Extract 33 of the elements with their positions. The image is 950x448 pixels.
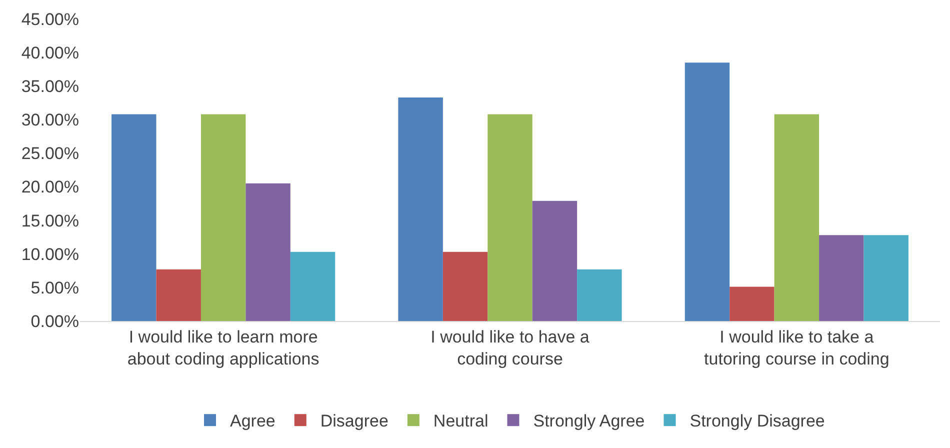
legend-label: Agree <box>230 412 276 431</box>
bar <box>577 269 622 321</box>
x-tick-label: I would like to have a coding course <box>430 327 590 368</box>
bar <box>398 98 443 321</box>
x-tick-label: I would like to take a tutoring course in coding <box>704 327 890 368</box>
bar <box>774 114 820 321</box>
bar <box>442 252 488 321</box>
x-tick-label: I would like to learn more about coding applications <box>127 327 320 368</box>
bar <box>246 183 290 321</box>
y-tick-label: 25.00% <box>21 144 79 164</box>
y-tick-label: 15.00% <box>21 211 79 230</box>
bar <box>864 235 908 321</box>
y-tick-label: 10.00% <box>21 244 79 264</box>
legend-label: Strongly Agree <box>533 412 645 431</box>
bar <box>290 252 336 321</box>
y-tick-label: 45.00% <box>21 10 79 29</box>
bar <box>684 62 730 321</box>
y-tick-label: 35.00% <box>21 77 79 96</box>
legend-label: Strongly Disagree <box>690 412 825 431</box>
bar <box>112 114 156 321</box>
bar <box>819 235 864 321</box>
bar <box>532 200 578 321</box>
y-tick-label: 30.00% <box>21 110 79 130</box>
bar <box>730 286 774 321</box>
y-tick-label: 40.00% <box>21 44 79 63</box>
legend-label: Neutral <box>433 412 488 431</box>
y-tick-label: 0.00% <box>30 312 79 331</box>
bar <box>200 114 246 321</box>
bar <box>156 269 201 321</box>
y-tick-label: 20.00% <box>21 178 79 197</box>
legend-label: Disagree <box>320 412 388 431</box>
bar <box>488 114 532 321</box>
y-tick-label: 5.00% <box>30 278 79 298</box>
